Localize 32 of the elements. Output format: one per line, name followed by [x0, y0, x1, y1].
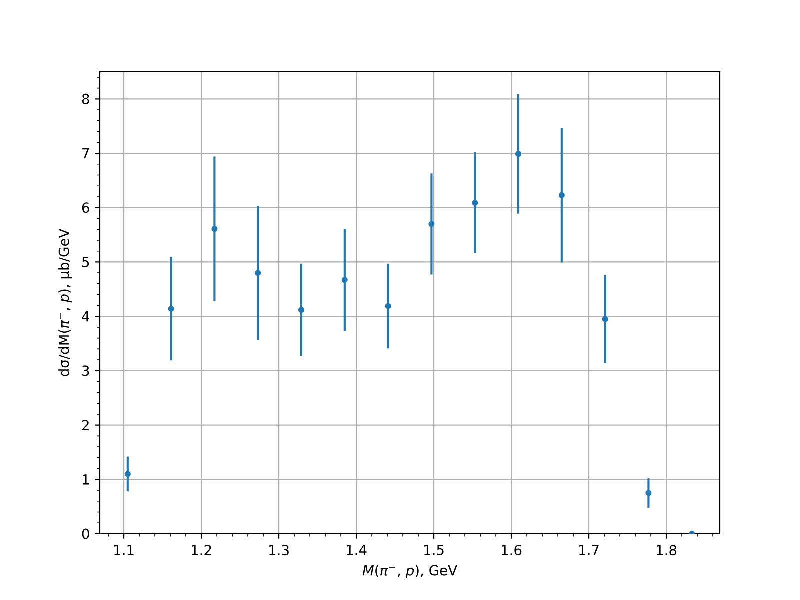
x-tick-label: 1.3 — [270, 545, 289, 556]
y-tick-label: 4 — [82, 312, 90, 322]
point — [558, 192, 565, 198]
x-tick-label: 1.2 — [192, 545, 212, 556]
x-tick-label: 1.6 — [502, 545, 522, 556]
x-tick-label: 1.1 — [114, 545, 134, 556]
y-tick-label: 0 — [82, 528, 90, 540]
point — [515, 151, 522, 158]
point — [646, 490, 652, 496]
point — [298, 307, 305, 314]
point — [255, 270, 262, 276]
point — [472, 200, 478, 206]
x-tick-label: 1.8 — [657, 545, 677, 556]
y-axis-title: dσ/dM(π$^{−}$, p), μb/GeV — [58, 228, 72, 376]
point — [602, 316, 608, 322]
x-axis-title: M(π$^{−}$, p), GeV — [362, 565, 458, 578]
x-tick-label: 1.7 — [580, 545, 599, 556]
y-tick-label: 8 — [82, 94, 90, 104]
y-tick-label: 2 — [82, 420, 89, 430]
point — [124, 471, 131, 478]
y-tick-label: 1 — [82, 474, 89, 485]
y-tick-label: 5 — [82, 257, 90, 268]
y-tick-label: 3 — [82, 366, 90, 376]
y-tick-label: 6 — [82, 202, 90, 214]
point — [168, 306, 174, 312]
point — [428, 221, 435, 228]
x-tick-label: 1.5 — [424, 545, 444, 556]
x-tick-label: 1.4 — [347, 545, 367, 556]
y-tick-label: 7 — [82, 148, 90, 159]
point — [212, 226, 218, 232]
point — [342, 277, 348, 284]
point — [385, 303, 392, 310]
